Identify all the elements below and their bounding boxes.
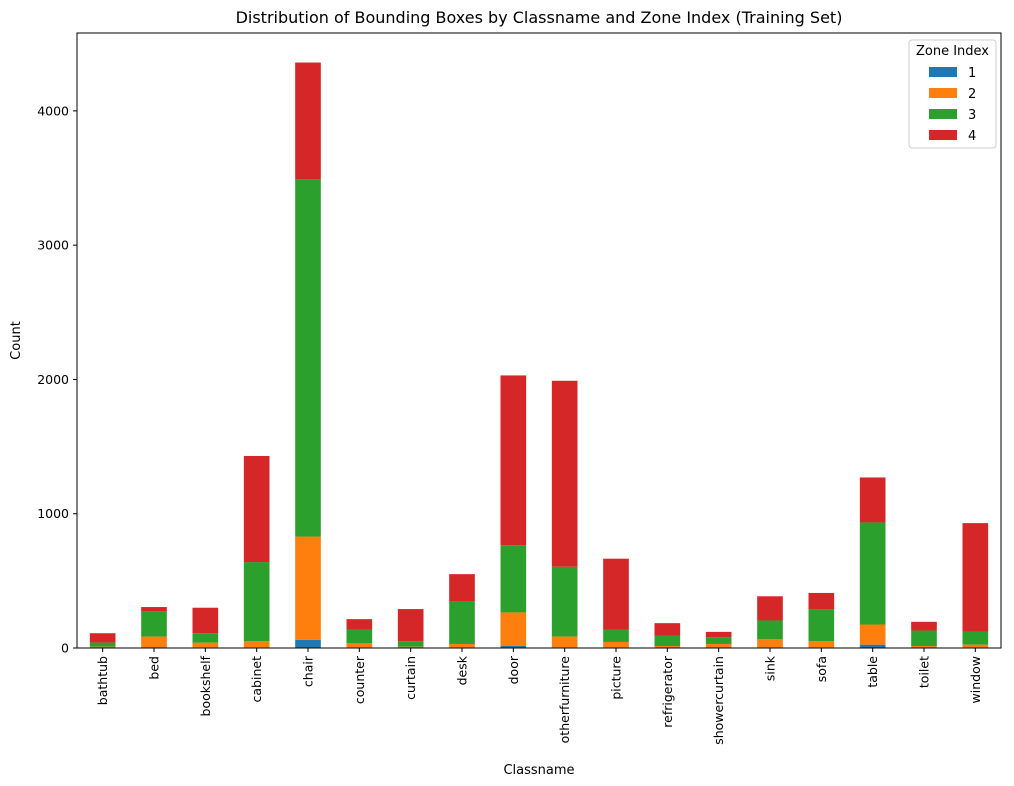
plot-area-frame (76, 32, 1002, 649)
bar-window-zone-2 (962, 644, 989, 648)
bar-picture-zone-4 (603, 558, 629, 630)
chart-title: Distribution of Bounding Boxes by Classn… (236, 8, 843, 27)
x-axis: bathtub bed bookshelf cabinet chair counter cu… (95, 648, 983, 745)
x-tick-label-bookshelf: bookshelf (198, 655, 213, 716)
bar-bed-zone-3 (141, 611, 167, 637)
bar-table-zone-3 (859, 522, 886, 625)
bar-chair-zone-3 (295, 179, 321, 537)
x-tick-label-bed: bed (147, 656, 162, 680)
y-tick-label: 3000 (37, 238, 69, 253)
bar-door-zone-1 (500, 645, 527, 648)
bar-refrigerator-zone-3 (654, 635, 681, 646)
legend-title: Zone Index (916, 44, 989, 59)
bar-sink-zone-4 (757, 596, 783, 621)
bar-showercurtain-zone-4 (705, 631, 732, 638)
bar-toilet-zone-2 (911, 645, 937, 648)
bar-refrigerator-zone-2 (654, 645, 681, 648)
bar-bookshelf-zone-2 (192, 642, 219, 648)
bar-bathtub-zone-3 (89, 642, 116, 647)
bar-chair-zone-2 (295, 536, 321, 640)
bar-counter-zone-2 (346, 643, 373, 648)
bar-otherfurniture-zone-2 (551, 636, 578, 648)
bar-table-zone-4 (859, 477, 886, 523)
bar-otherfurniture-zone-3 (551, 566, 578, 637)
bar-bathtub-zone-4 (89, 633, 116, 643)
bar-chair-zone-1 (295, 639, 321, 648)
x-tick-label-curtain: curtain (403, 656, 418, 700)
y-axis: 0 1000 2000 3000 4000 (37, 103, 77, 656)
bar-curtain-zone-3 (397, 641, 424, 647)
bar-curtain-zone-2 (397, 646, 424, 648)
y-axis-label: Count (9, 321, 24, 360)
x-tick-label-sofa: sofa (814, 656, 829, 682)
bar-window-zone-3 (962, 631, 989, 645)
x-axis-label: Classname (503, 763, 574, 778)
bar-desk-zone-2 (449, 643, 475, 648)
x-tick-label-door: door (506, 655, 521, 684)
bar-door-zone-3 (500, 545, 527, 613)
legend-label-zone-1: 1 (968, 66, 976, 81)
bar-refrigerator-zone-4 (654, 623, 681, 636)
x-tick-label-chair: chair (301, 655, 316, 687)
bar-bed-zone-4 (141, 607, 167, 612)
x-tick-label-sink: sink (763, 655, 778, 681)
bar-sofa-zone-3 (808, 609, 835, 642)
legend-swatch-zone-4 (929, 130, 957, 140)
x-tick-label-table: table (865, 656, 880, 688)
bar-bookshelf-zone-3 (192, 633, 219, 643)
legend-swatch-zone-1 (929, 67, 957, 77)
x-tick-label-refrigerator: refrigerator (660, 655, 675, 728)
bars-group (89, 62, 989, 648)
bar-bookshelf-zone-4 (192, 607, 219, 634)
bar-picture-zone-3 (603, 629, 629, 642)
legend-label-zone-2: 2 (968, 87, 976, 102)
x-tick-label-cabinet: cabinet (249, 656, 264, 703)
y-tick-label: 4000 (37, 103, 69, 118)
bar-curtain-zone-4 (397, 609, 424, 642)
bar-cabinet-zone-2 (243, 641, 270, 648)
bar-counter-zone-4 (346, 619, 373, 630)
bar-sofa-zone-2 (808, 641, 835, 648)
legend: Zone Index 1 2 3 4 (908, 39, 997, 149)
bar-toilet-zone-4 (911, 621, 937, 631)
bar-table-zone-1 (859, 644, 886, 648)
x-tick-label-counter: counter (352, 655, 367, 704)
legend-label-zone-3: 3 (968, 108, 976, 123)
bar-table-zone-2 (859, 624, 886, 645)
y-tick-label: 1000 (37, 506, 69, 521)
legend-swatch-zone-2 (929, 88, 957, 98)
bar-door-zone-4 (500, 375, 527, 546)
legend-label-zone-4: 4 (968, 129, 976, 144)
bar-counter-zone-3 (346, 629, 373, 644)
bar-cabinet-zone-3 (243, 562, 270, 642)
bar-door-zone-2 (500, 612, 527, 646)
bar-window-zone-4 (962, 523, 989, 632)
x-tick-label-desk: desk (455, 655, 470, 685)
bar-showercurtain-zone-2 (705, 643, 732, 648)
bar-otherfurniture-zone-4 (551, 380, 578, 567)
x-tick-label-otherfurniture: otherfurniture (557, 656, 572, 744)
bar-desk-zone-4 (449, 574, 475, 602)
bar-desk-zone-3 (449, 601, 475, 644)
x-tick-label-bathtub: bathtub (95, 656, 110, 705)
x-tick-label-picture: picture (609, 656, 624, 700)
bar-picture-zone-2 (603, 641, 629, 648)
y-tick-label: 2000 (37, 372, 69, 387)
bar-chair-zone-4 (295, 62, 321, 180)
bar-bathtub-zone-2 (89, 646, 116, 648)
legend-swatch-zone-3 (929, 109, 957, 119)
x-tick-label-showercurtain: showercurtain (711, 656, 726, 745)
y-tick-label: 0 (61, 641, 69, 656)
bar-bed-zone-2 (141, 636, 167, 648)
bar-showercurtain-zone-3 (705, 637, 732, 644)
bar-sink-zone-2 (757, 639, 783, 648)
bar-sofa-zone-4 (808, 592, 835, 610)
bar-toilet-zone-3 (911, 630, 937, 646)
x-tick-label-window: window (968, 656, 983, 703)
bar-cabinet-zone-4 (243, 455, 270, 563)
x-tick-label-toilet: toilet (917, 656, 932, 688)
bar-sink-zone-3 (757, 620, 783, 640)
